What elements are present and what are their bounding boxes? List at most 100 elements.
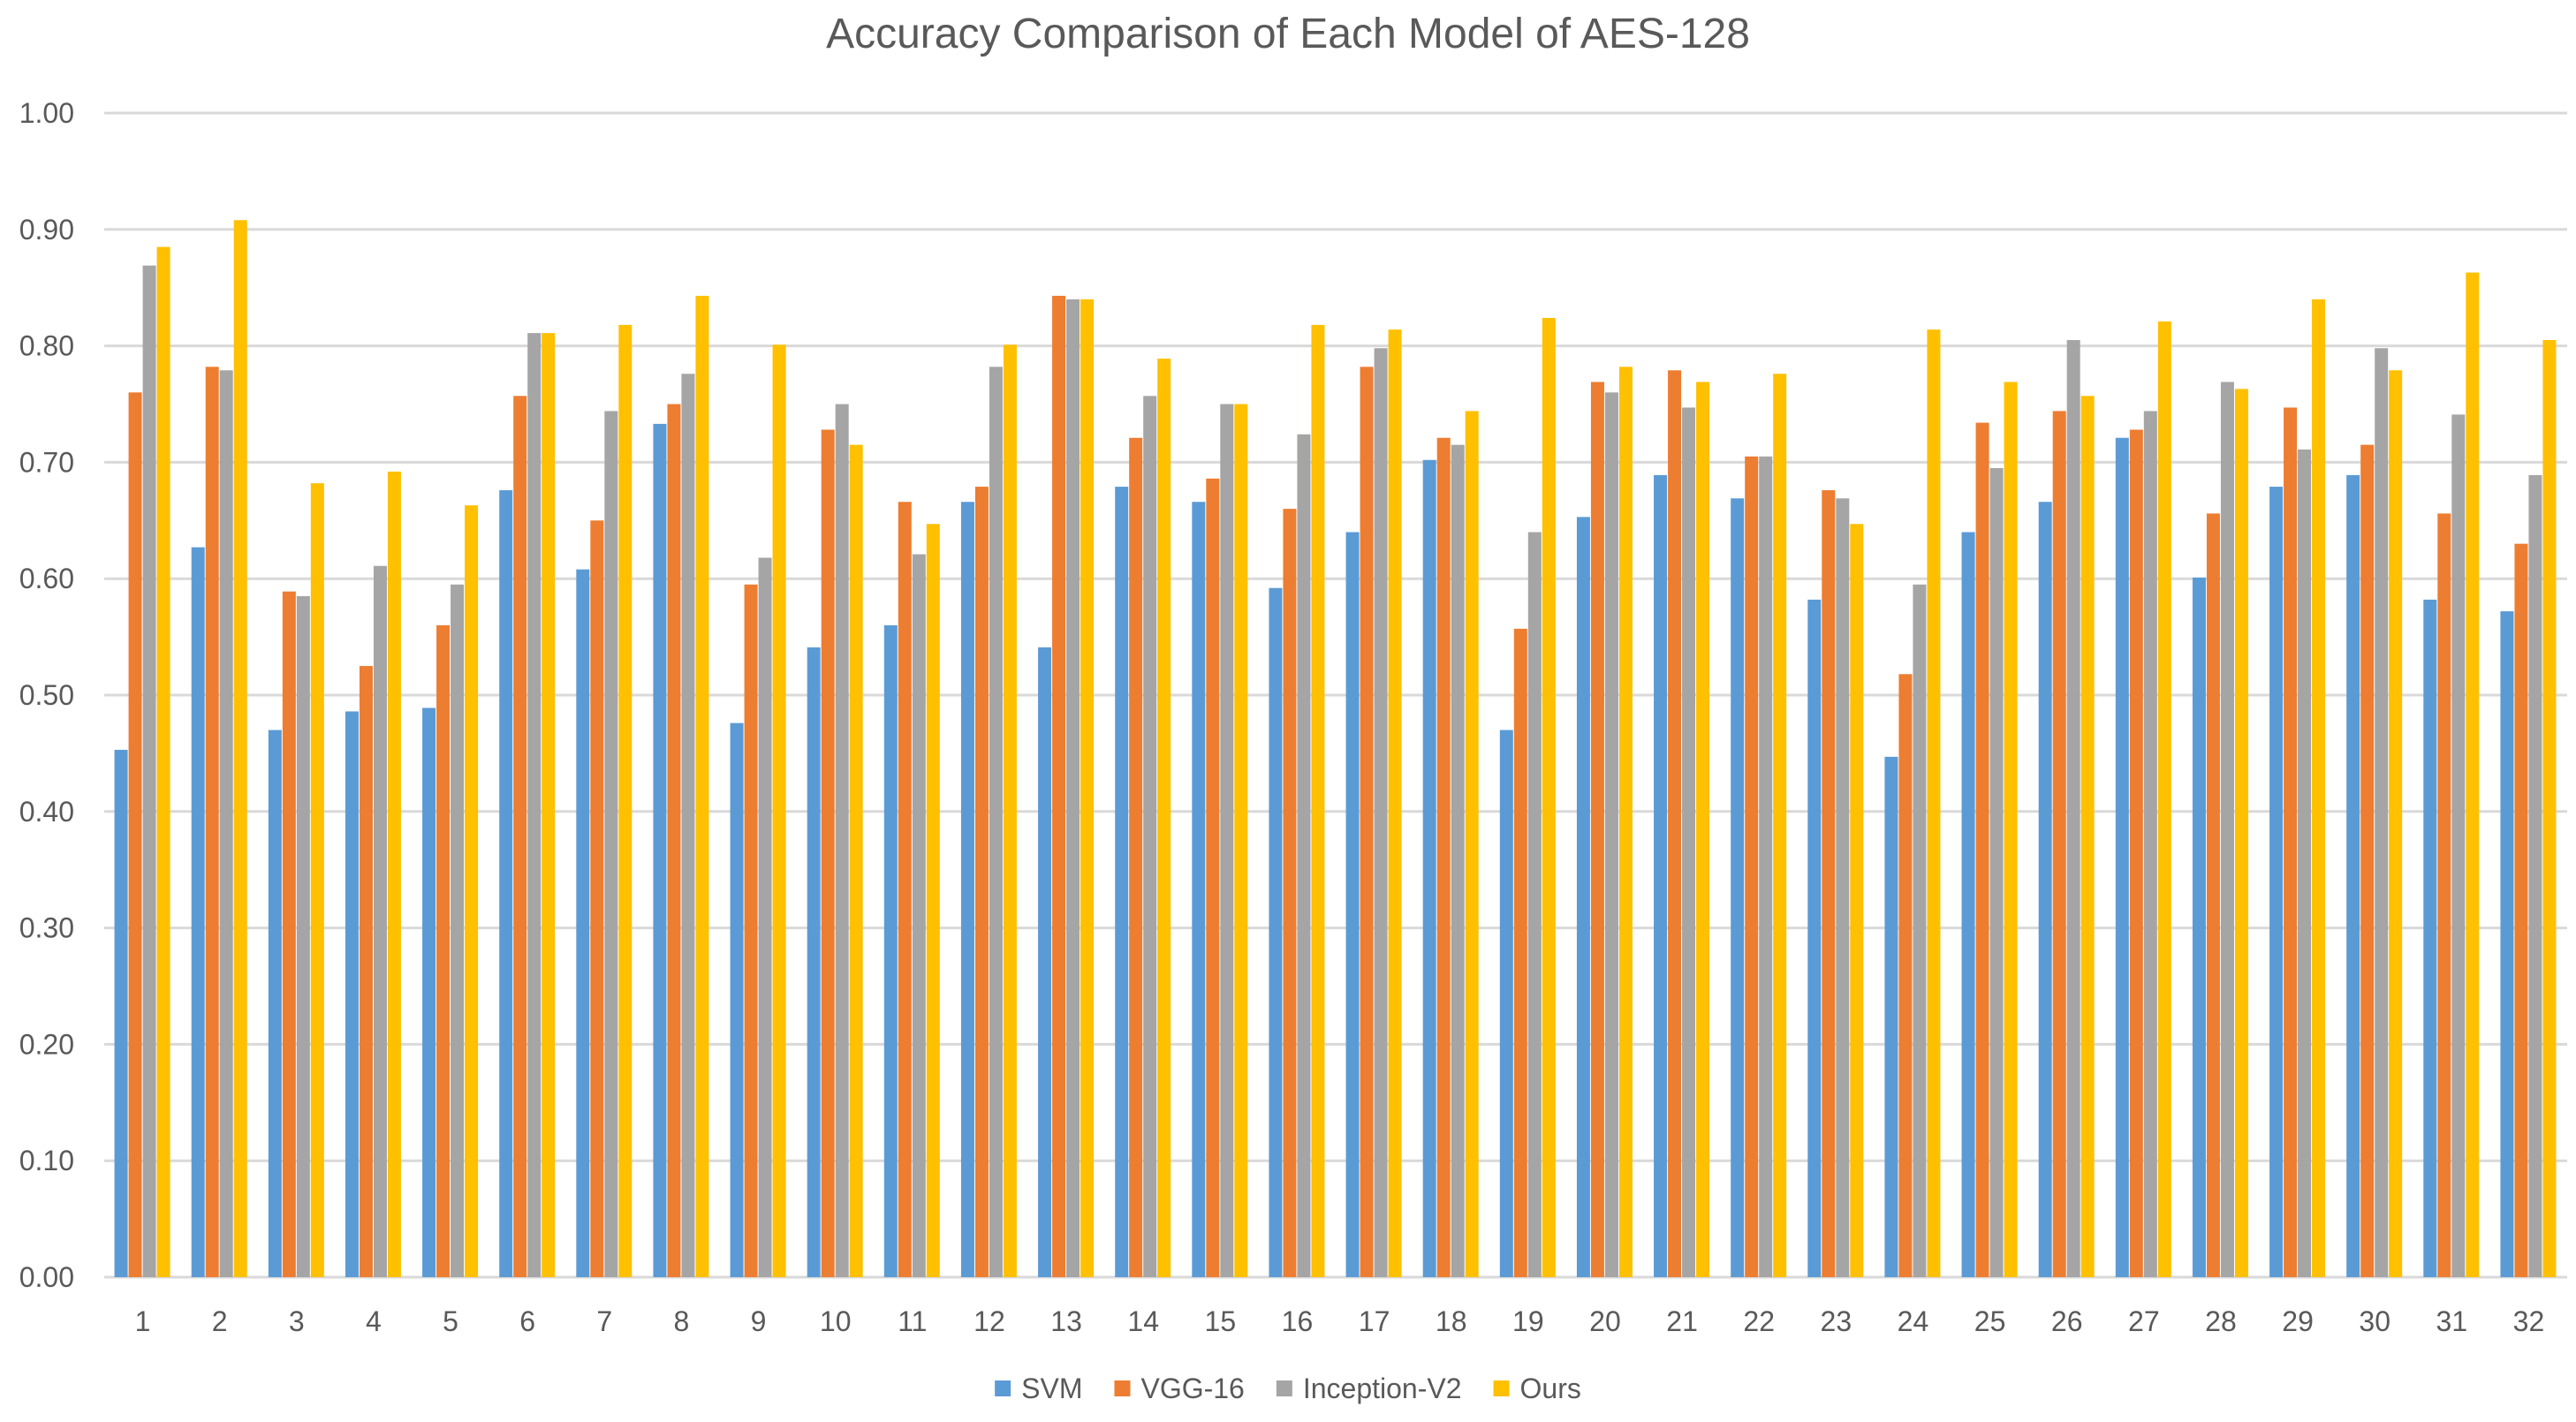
- bar-ours: [2389, 370, 2403, 1277]
- bar-vgg-16: [1436, 437, 1451, 1277]
- bar-inception-v2: [373, 565, 387, 1277]
- y-axis-ticks: 0.00 0.10 0.20 0.30 0.40 0.50 0.60 0.70 0.80 0.90…: [19, 97, 74, 1293]
- bar-ours: [1388, 329, 1402, 1278]
- legend-label: Ours: [1520, 1373, 1581, 1404]
- x-tick-label: 20: [1589, 1305, 1621, 1337]
- bar-vgg-16: [1129, 437, 1143, 1277]
- y-tick-label: 0.30: [19, 912, 74, 944]
- x-tick-label: 27: [2128, 1305, 2160, 1337]
- bar-vgg-16: [1975, 422, 1989, 1277]
- bar-vgg-16: [359, 666, 373, 1277]
- bar-vgg-16: [2360, 444, 2375, 1277]
- bar-inception-v2: [2298, 449, 2312, 1278]
- bar-inception-v2: [2143, 411, 2157, 1278]
- bar-svm: [1884, 756, 1898, 1277]
- legend-swatch: [1276, 1380, 1292, 1396]
- bar-vgg-16: [1360, 367, 1374, 1278]
- bar-inception-v2: [758, 557, 772, 1277]
- bar-svm: [268, 730, 282, 1277]
- x-tick-label: 2: [212, 1305, 228, 1337]
- bar-vgg-16: [2206, 513, 2220, 1277]
- bar-svm: [2423, 599, 2437, 1277]
- bar-svm: [114, 749, 128, 1277]
- bar-inception-v2: [1297, 434, 1311, 1277]
- bar-ours: [2542, 340, 2557, 1277]
- bar-svm: [1731, 498, 1745, 1277]
- legend-label: SVM: [1021, 1373, 1082, 1404]
- bar-svm: [1115, 487, 1129, 1277]
- bar-ours: [1465, 411, 1479, 1278]
- bar-ours: [926, 524, 940, 1277]
- legend-swatch: [995, 1380, 1011, 1396]
- bar-svm: [2192, 577, 2206, 1277]
- bar-vgg-16: [1668, 370, 1682, 1277]
- bar-inception-v2: [1913, 584, 1927, 1277]
- bar-series: [114, 220, 2557, 1278]
- bar-vgg-16: [1822, 490, 1836, 1277]
- bar-vgg-16: [282, 591, 296, 1277]
- bar-vgg-16: [974, 487, 989, 1277]
- bar-svm: [345, 711, 359, 1277]
- x-tick-label: 9: [751, 1305, 767, 1337]
- bar-inception-v2: [2451, 414, 2466, 1277]
- bar-vgg-16: [1513, 628, 1527, 1277]
- y-tick-label: 0.50: [19, 679, 74, 711]
- bar-svm: [1038, 647, 1052, 1277]
- x-tick-label: 15: [1205, 1305, 1237, 1337]
- x-axis-ticks: 1 2 3 4 5 6 7 8 9 10 11 12 13 14 15 16 17 18 19 20 21 22 23 24 2…: [135, 1305, 2545, 1337]
- x-tick-label: 14: [1127, 1305, 1159, 1337]
- bar-ours: [2234, 389, 2248, 1278]
- bar-vgg-16: [821, 429, 835, 1278]
- bar-svm: [807, 647, 821, 1277]
- bar-ours: [310, 483, 324, 1277]
- x-tick-label: 3: [289, 1305, 305, 1337]
- bar-vgg-16: [1590, 382, 1604, 1277]
- bar-svm: [2500, 611, 2514, 1277]
- x-tick-label: 17: [1359, 1305, 1390, 1337]
- y-tick-label: 0.40: [19, 796, 74, 828]
- chart-title: Accuracy Comparison of Each Model of AES…: [826, 11, 1750, 57]
- bar-vgg-16: [436, 624, 451, 1277]
- bar-inception-v2: [989, 367, 1003, 1278]
- bar-vgg-16: [1745, 456, 1759, 1277]
- x-tick-label: 32: [2513, 1305, 2545, 1337]
- y-tick-label: 0.10: [19, 1145, 74, 1176]
- bar-svm: [653, 423, 667, 1277]
- bar-inception-v2: [1604, 392, 1618, 1277]
- bar-svm: [422, 707, 436, 1277]
- bar-ours: [1696, 382, 1710, 1277]
- bar-ours: [2080, 396, 2095, 1277]
- bar-vgg-16: [1052, 295, 1066, 1277]
- bar-inception-v2: [451, 584, 465, 1277]
- x-tick-label: 25: [1974, 1305, 2006, 1337]
- x-tick-label: 26: [2051, 1305, 2083, 1337]
- bar-vgg-16: [2514, 543, 2528, 1277]
- x-tick-label: 11: [898, 1305, 927, 1337]
- x-tick-label: 5: [443, 1305, 458, 1337]
- bar-inception-v2: [2066, 340, 2080, 1277]
- x-tick-label: 23: [1821, 1305, 1852, 1337]
- bar-svm: [2346, 474, 2360, 1277]
- bar-ours: [1003, 344, 1017, 1278]
- bar-vgg-16: [1898, 674, 1913, 1277]
- bar-inception-v2: [835, 404, 849, 1277]
- bar-inception-v2: [1989, 467, 2004, 1277]
- bar-svm: [1422, 459, 1436, 1277]
- bar-ours: [695, 295, 709, 1277]
- bar-vgg-16: [1206, 478, 1220, 1277]
- x-tick-label: 18: [1436, 1305, 1467, 1337]
- x-tick-label: 19: [1512, 1305, 1544, 1337]
- y-tick-label: 1.00: [19, 97, 74, 129]
- x-tick-label: 28: [2205, 1305, 2237, 1337]
- x-tick-label: 8: [674, 1305, 690, 1337]
- bar-ours: [1927, 329, 1941, 1278]
- bar-ours: [542, 333, 556, 1277]
- x-tick-label: 4: [366, 1305, 382, 1337]
- bar-svm: [1961, 532, 1975, 1277]
- bar-ours: [618, 324, 633, 1278]
- bar-vgg-16: [2284, 407, 2298, 1278]
- bar-vgg-16: [898, 502, 912, 1277]
- bar-ours: [1850, 524, 1864, 1277]
- bar-vgg-16: [2129, 429, 2143, 1278]
